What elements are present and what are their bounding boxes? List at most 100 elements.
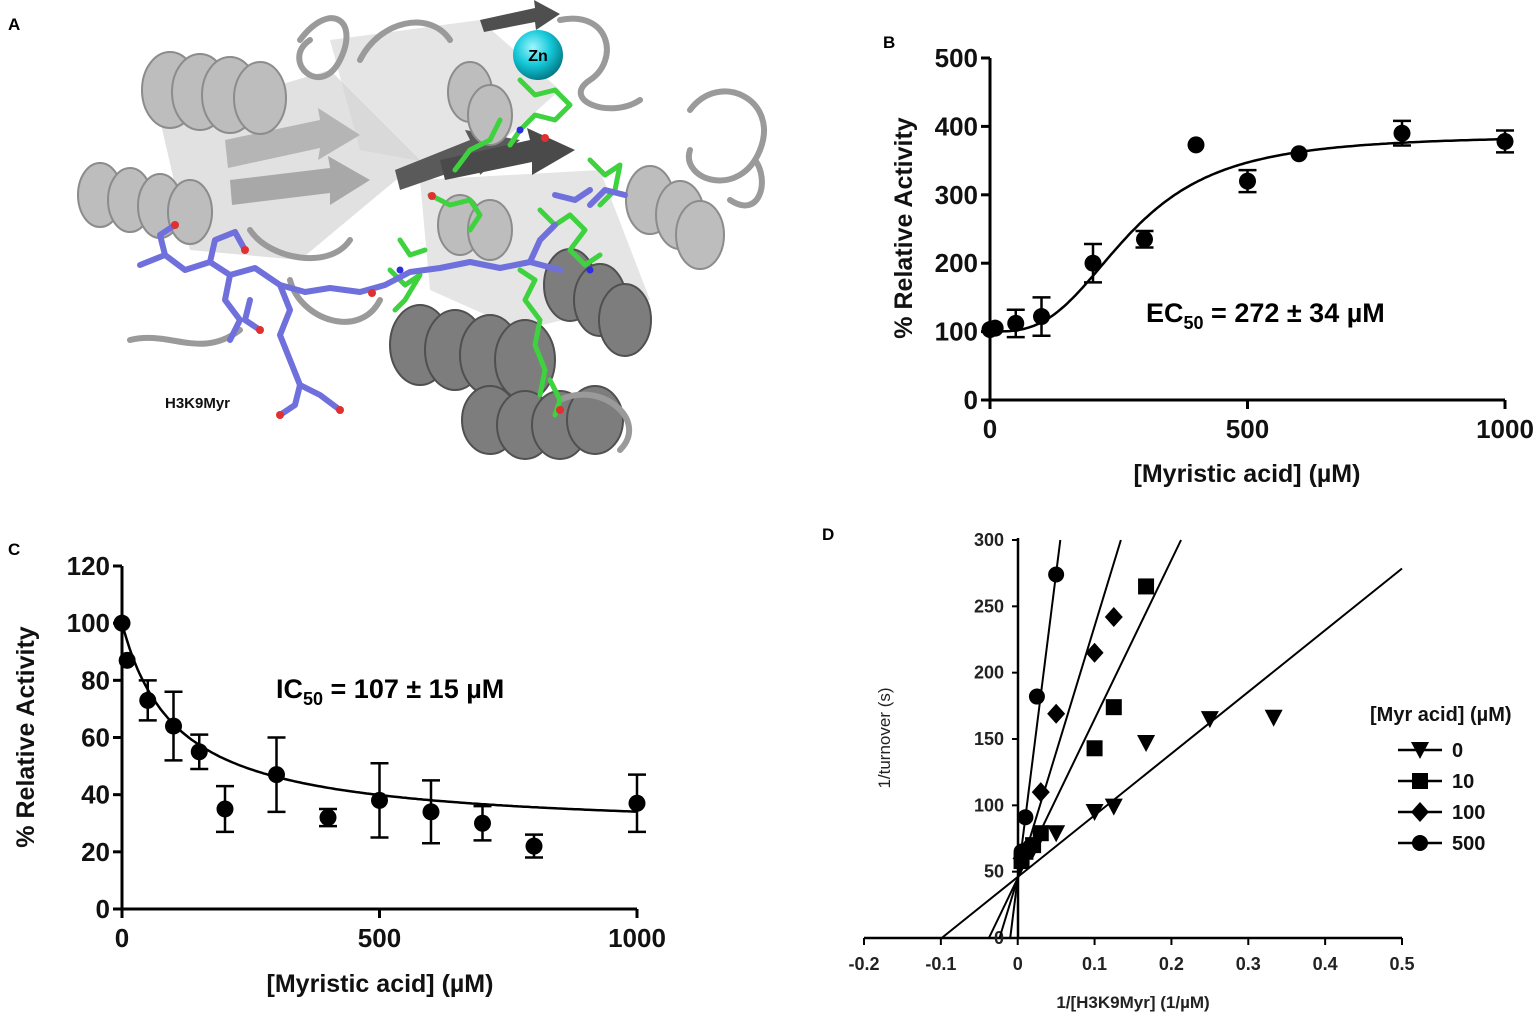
ytick-label: 40 [81, 780, 110, 810]
chart-c-annotation: IC50 = 107 ± 15 µM [276, 674, 504, 709]
xtick-label: 500 [358, 923, 401, 953]
ytick-label: 0 [994, 928, 1004, 948]
data-point [1047, 825, 1066, 843]
ytick-label: 80 [81, 665, 110, 695]
chart-b-xlabel: [Myristic acid] (µM) [1134, 460, 1361, 488]
chart-c-xticks: 0 500 1000 [115, 909, 666, 953]
data-point [139, 691, 157, 709]
data-point [216, 800, 234, 818]
data-point [1028, 688, 1045, 705]
ytick-label: 100 [67, 608, 110, 638]
chart-b-fit-curve [990, 137, 1505, 333]
ytick-label: 200 [974, 663, 1004, 683]
legend-label: 0 [1452, 740, 1463, 762]
zn-label: Zn [528, 48, 548, 65]
protein-structure-image: Zn H3K9Myr [77, 0, 767, 460]
data-point [1138, 578, 1155, 595]
data-point [1200, 711, 1219, 729]
chart-d-legend: [Myr acid] (µM) 0 10 100 500 [1370, 704, 1512, 855]
xtick-label: 0 [1013, 954, 1023, 974]
xtick-label: 0 [983, 414, 997, 444]
data-point [1496, 132, 1514, 150]
data-point [1085, 642, 1104, 663]
data-point [1393, 124, 1411, 142]
data-point [986, 319, 1004, 337]
fit-line [987, 539, 1182, 939]
data-point [1412, 835, 1428, 851]
ytick-label: 0 [964, 385, 978, 415]
legend-label: 500 [1452, 833, 1485, 855]
panel-letter-c: C [8, 540, 20, 559]
xtick-label: 500 [1226, 414, 1269, 444]
legend-label: 10 [1452, 771, 1474, 793]
data-point [268, 766, 285, 784]
data-point [1085, 803, 1104, 821]
xtick-label: 0.2 [1159, 954, 1184, 974]
chart-d-axes [864, 538, 1402, 940]
data-point [1031, 782, 1050, 803]
data-point [1104, 606, 1123, 627]
chart-c-error-bars [138, 679, 646, 859]
ytick-label: 100 [974, 795, 1004, 815]
data-point [1017, 809, 1034, 826]
legend-label: 100 [1452, 802, 1485, 824]
chart-c-yticks: 0 20 40 60 80 100 120 [67, 551, 122, 924]
chart-d-ylabel: 1/turnover (s) [875, 687, 894, 788]
xtick-label: 1000 [1476, 414, 1534, 444]
fit-line [998, 539, 1122, 939]
xtick-label: 0.3 [1236, 954, 1261, 974]
chart-b-axes [988, 58, 1505, 402]
data-point [1033, 308, 1050, 326]
data-point [1105, 699, 1122, 716]
ytick-label: 400 [935, 111, 978, 141]
panel-letter-a: A [8, 15, 20, 34]
xtick-label: 0 [115, 923, 129, 953]
xtick-label: -0.2 [848, 954, 879, 974]
data-point [1290, 145, 1308, 163]
fit-line [1009, 539, 1062, 939]
chart-b-points [981, 124, 1514, 339]
chart-d-yticks: 0 50 100 150 200 250 300 [974, 530, 1018, 948]
data-point [1136, 230, 1153, 248]
xtick-label: 0.4 [1313, 954, 1338, 974]
ytick-label: 500 [935, 43, 978, 73]
data-point [1264, 709, 1283, 727]
chart-d-points [1012, 566, 1283, 870]
xtick-label: 0.1 [1082, 954, 1107, 974]
chart-c-xlabel: [Myristic acid] (µM) [267, 970, 494, 998]
ytick-label: 150 [974, 729, 1004, 749]
data-point [1187, 136, 1205, 154]
data-point [474, 814, 491, 832]
data-point [1239, 172, 1256, 190]
data-point [1013, 843, 1030, 860]
chart-b-yticks: 0 100 200 300 400 500 [935, 43, 990, 415]
ytick-label: 250 [974, 596, 1004, 616]
panel-letter-b: B [883, 33, 895, 52]
data-point [1007, 314, 1025, 332]
data-point [1032, 825, 1049, 842]
chart-d-legend-title: [Myr acid] (µM) [1370, 704, 1512, 726]
data-point [628, 794, 646, 812]
chart-b: 0 100 200 300 400 500 0 500 1000 EC50 = 272 ± 3… [890, 43, 1534, 488]
peptide-label: H3K9Myr [165, 395, 230, 412]
data-point [118, 651, 136, 669]
data-point [525, 837, 543, 855]
ytick-label: 200 [935, 248, 978, 278]
chart-c-points [113, 614, 646, 855]
zn-sphere [513, 30, 563, 80]
ytick-label: 120 [67, 551, 110, 581]
data-point [113, 614, 131, 632]
data-point [1104, 798, 1123, 816]
data-point [1411, 742, 1429, 759]
data-point [165, 717, 182, 735]
chart-b-xticks: 0 500 1000 [983, 400, 1534, 444]
ytick-label: 300 [935, 180, 978, 210]
data-point [1048, 566, 1065, 583]
data-point [1412, 773, 1428, 789]
chart-b-annotation: EC50 = 272 ± 34 µM [1146, 298, 1385, 333]
data-point [371, 791, 388, 809]
data-point [319, 809, 337, 827]
data-point [422, 803, 440, 821]
ytick-label: 60 [81, 723, 110, 753]
